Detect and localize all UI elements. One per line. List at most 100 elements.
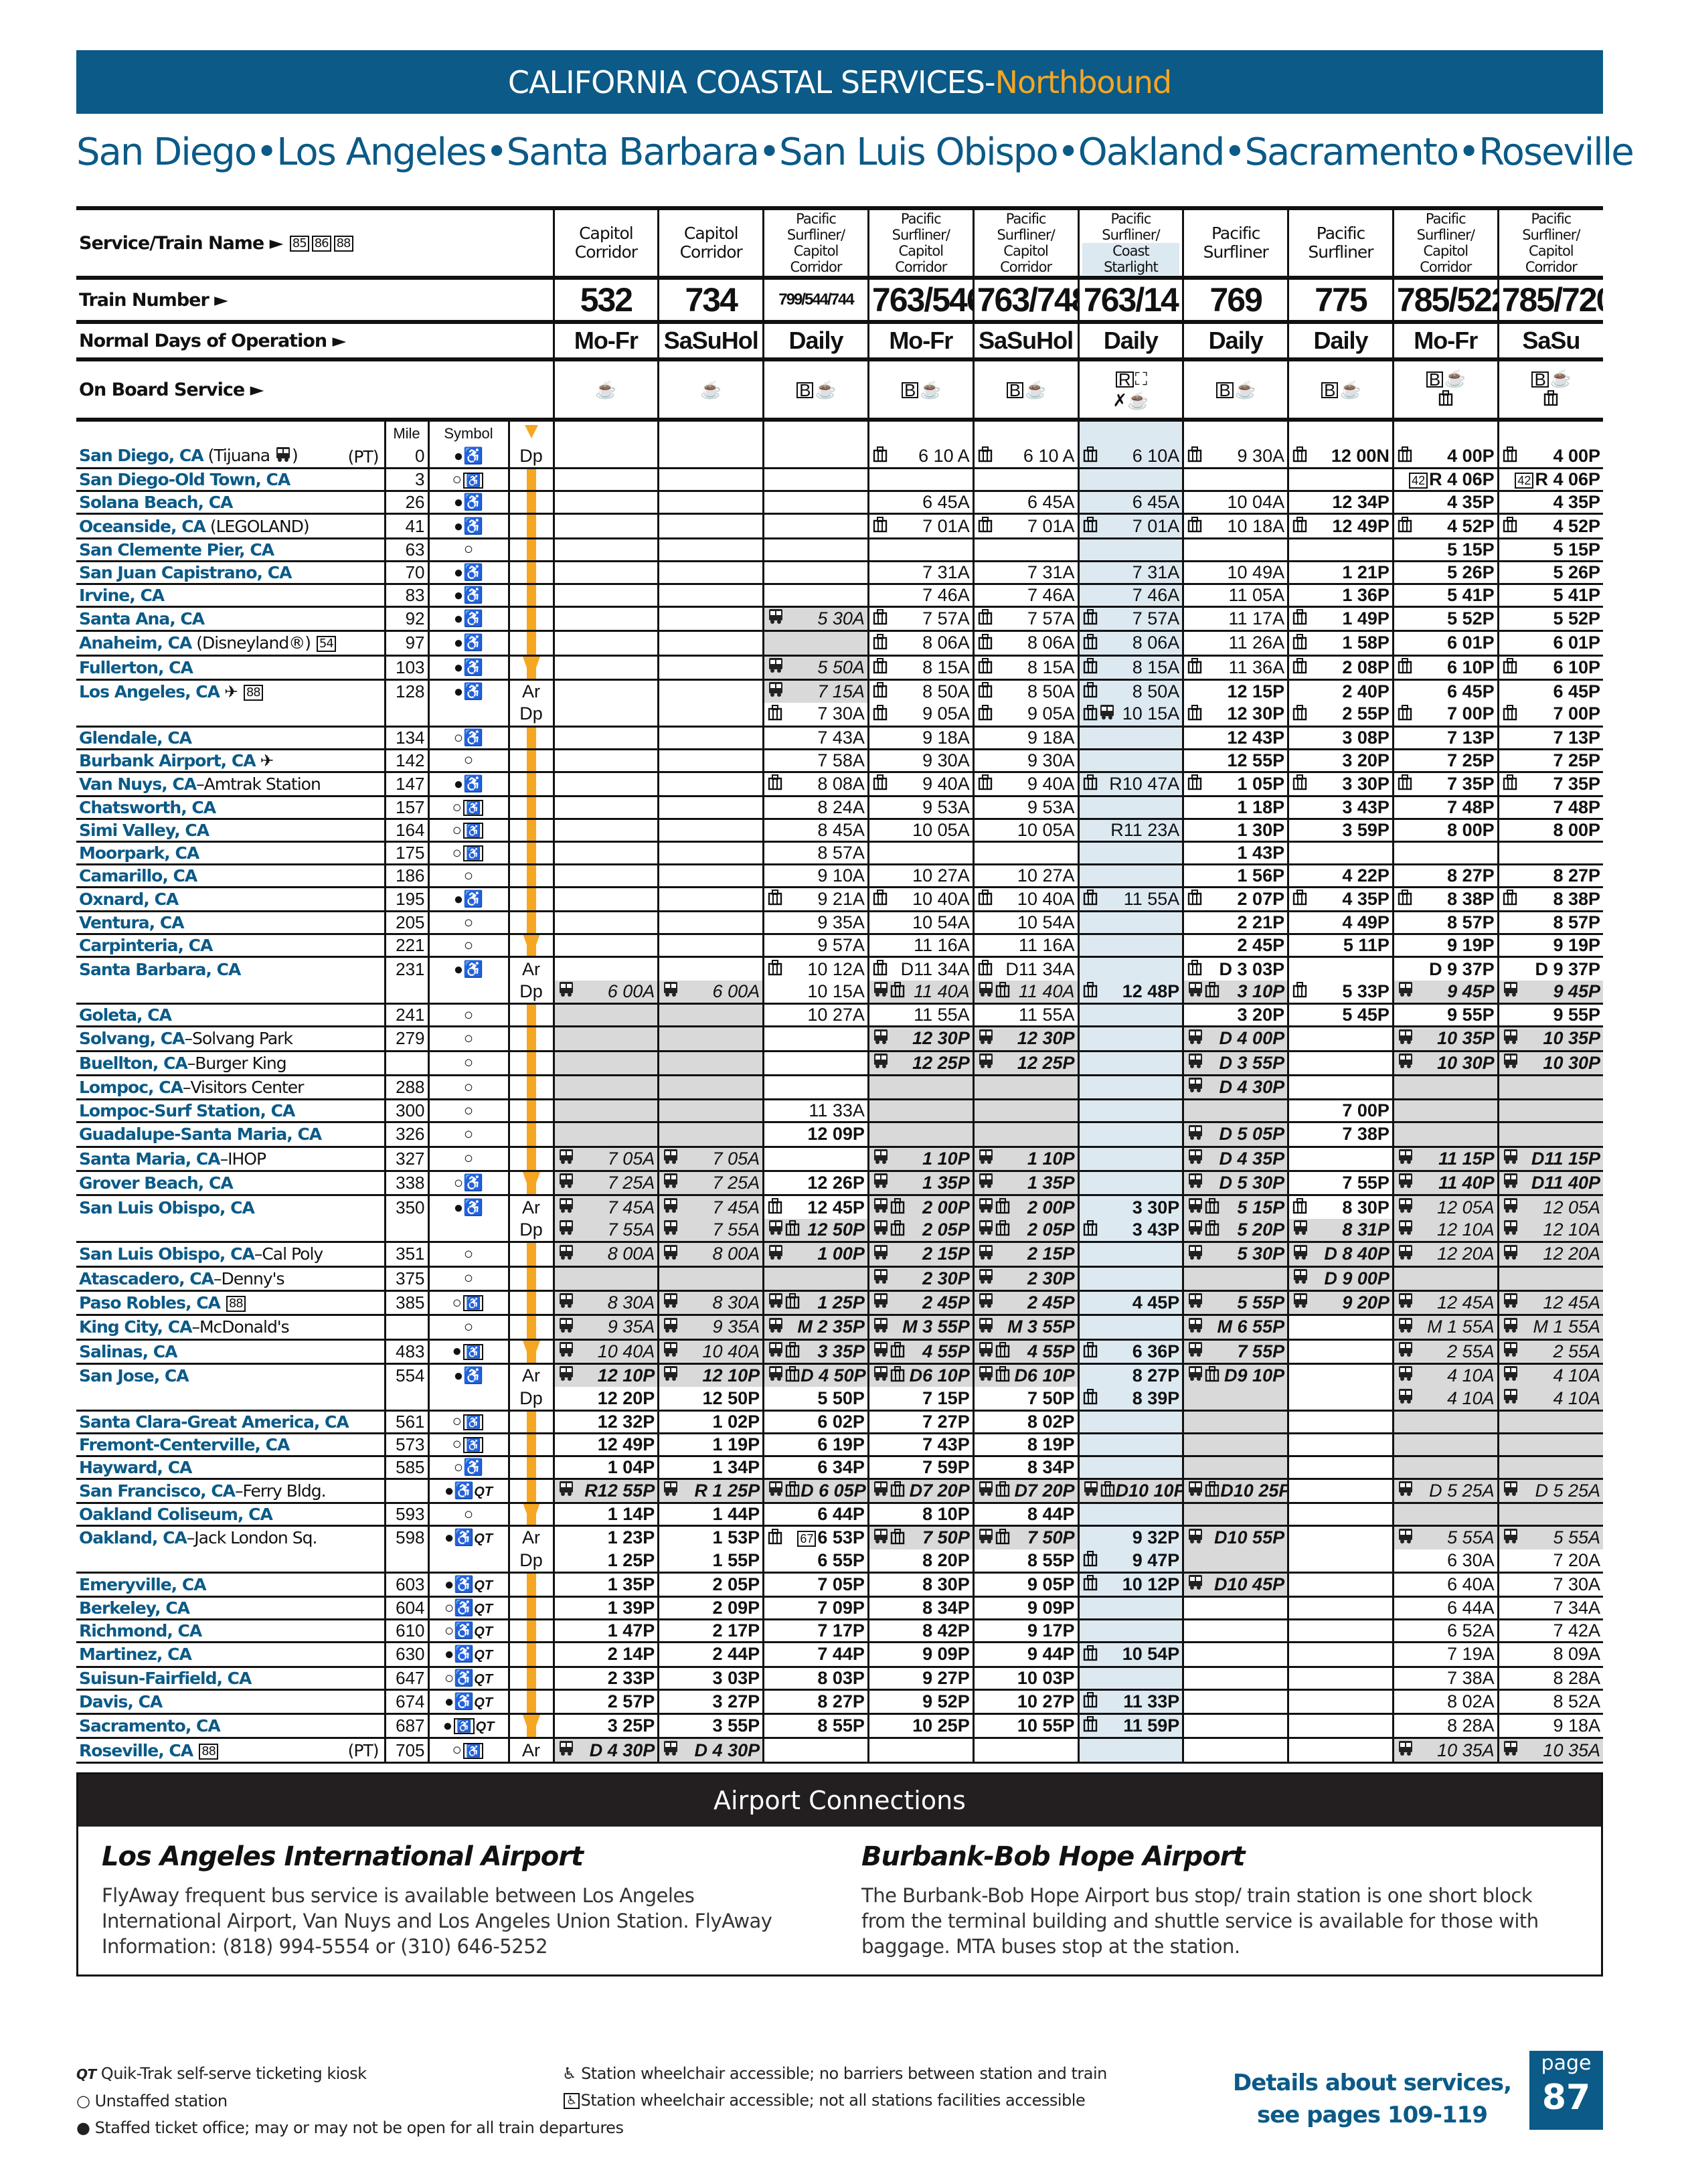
time-cell: 10 54P [1077, 1642, 1183, 1668]
station-link[interactable]: Solvang, CA [79, 1029, 185, 1049]
station-link[interactable]: San Clemente Pier, CA [79, 539, 274, 560]
station-link[interactable]: Atascadero, CA [79, 1268, 214, 1288]
service-name-line: Corridor [790, 259, 842, 275]
station-link[interactable]: San Juan Capistrano, CA [79, 562, 292, 582]
departure-time: 8 20P [922, 1549, 970, 1570]
station-link[interactable]: Santa Barbara, CA [79, 959, 241, 979]
station-link[interactable]: Salinas, CA [79, 1341, 177, 1361]
bus-icon [1292, 1292, 1309, 1313]
departure-time: 8 34P [1027, 1456, 1075, 1477]
station-link[interactable]: Paso Robles, CA [79, 1293, 221, 1313]
time-cell-content: 9 10A [767, 865, 865, 886]
service-icons [1292, 1219, 1309, 1240]
station-link[interactable]: Simi Valley, CA [79, 821, 209, 840]
time-cell-content: 6 45A [872, 492, 970, 512]
station-link[interactable]: Roseville, CA [79, 1740, 193, 1760]
time-cell-content: 8 08A [767, 773, 865, 794]
time-cell-content [767, 562, 865, 582]
station-link[interactable]: Grover Beach, CA [79, 1173, 234, 1193]
service-icons [1502, 1052, 1519, 1074]
departure-time: 8 27P [1553, 865, 1600, 886]
station-link[interactable]: Glendale, CA [79, 728, 192, 748]
station-link[interactable]: Guadalupe-Santa Maria, CA [79, 1124, 322, 1145]
time-cell: 1 30P [1182, 819, 1288, 843]
checked-baggage-icon [784, 1292, 801, 1313]
station-link[interactable]: Anaheim, CA [79, 633, 192, 653]
station-link[interactable]: Irvine, CA [79, 585, 165, 605]
station-link[interactable]: Camarillo, CA [79, 866, 197, 886]
station-link[interactable]: Lompoc, CA [79, 1078, 183, 1098]
station-link[interactable]: San Luis Obispo, CA [79, 1244, 255, 1264]
departure-time: 12 48P [1122, 981, 1180, 1001]
station-link[interactable]: Los Angeles, CA [79, 682, 220, 702]
station-link[interactable]: Emeryville, CA [79, 1575, 207, 1595]
station-link[interactable]: Solana Beach, CA [79, 493, 233, 513]
departure-row: Dp 1 25P 1 55P 6 55P 8 20P 8 55P 9 47P 6 30A 7 2… [76, 1549, 1603, 1574]
departure-time: 10 15A [1122, 703, 1180, 724]
direction-arrow-bar [526, 1479, 536, 1501]
details-link[interactable]: Details about services, see pages 109-119 [1232, 2067, 1513, 2131]
departure-time: 7 01A [1132, 515, 1180, 536]
service-icons [1082, 608, 1098, 629]
service-name-line: Corridor [1420, 259, 1472, 275]
station-link[interactable]: San Francisco, CA [79, 1481, 236, 1501]
station-link[interactable]: Berkeley, CA [79, 1598, 190, 1618]
station-row: Buellton, CA–Burger King ○ 12 25P 12 25P D 3… [76, 1051, 1603, 1076]
staffed-station-icon: ● [453, 1367, 464, 1385]
departure-time: 3 30P [1342, 773, 1390, 794]
days-of-operation: Daily [1103, 327, 1159, 354]
departure-time: 7 50P [922, 1527, 970, 1548]
station-link[interactable]: Van Nuys, CA [79, 774, 197, 794]
station-link[interactable]: Carpinteria, CA [79, 936, 213, 956]
direction-arrow-bar [526, 492, 536, 512]
time-cell: 6 10 A [972, 445, 1078, 470]
station-link[interactable]: Moorpark, CA [79, 843, 199, 863]
time-cell [867, 1075, 974, 1101]
station-link[interactable]: Richmond, CA [79, 1621, 202, 1641]
time-cell: 10 25P [867, 1713, 974, 1740]
station-link[interactable]: Goleta, CA [79, 1005, 172, 1025]
time-cell: 8 57P [1497, 911, 1603, 936]
time-cell-content [1292, 1052, 1390, 1074]
station-link[interactable]: Oceanside, CA [79, 516, 206, 536]
cafe-icon: ☕ [920, 379, 942, 400]
departure-time: 12 10A [1543, 1219, 1600, 1240]
station-link[interactable]: Chatsworth, CA [79, 798, 216, 817]
station-link[interactable]: Oxnard, CA [79, 890, 179, 910]
station-link[interactable]: Ventura, CA [79, 913, 185, 933]
station-link[interactable]: Oakland, CA [79, 1528, 187, 1548]
station-link[interactable]: Fullerton, CA [79, 657, 193, 677]
station-link[interactable]: Hayward, CA [79, 1457, 192, 1477]
station-link[interactable]: San Diego-Old Town, CA [79, 470, 290, 490]
time-cell: 7 55A [552, 1218, 659, 1244]
station-link[interactable]: Oakland Coliseum, CA [79, 1505, 273, 1525]
station-link[interactable]: Martinez, CA [79, 1645, 192, 1665]
station-link[interactable]: Sacramento, CA [79, 1716, 221, 1736]
service-icons [1187, 1027, 1204, 1049]
station-link[interactable]: Burbank Airport, CA [79, 750, 256, 770]
station-link[interactable]: Fremont-Centerville, CA [79, 1434, 290, 1454]
station-link[interactable]: Lompoc-Surf Station, CA [79, 1101, 295, 1121]
station-link[interactable]: Santa Clara-Great America, CA [79, 1412, 349, 1432]
station-link[interactable]: Davis, CA [79, 1691, 163, 1711]
time-cell-content: R 1 25P [662, 1480, 760, 1501]
time-cell: 1 47P [552, 1619, 659, 1644]
station-link[interactable]: King City, CA [79, 1317, 192, 1337]
time-cell-content: 10 15A [767, 981, 865, 1002]
time-cell-content: 2 00P [977, 1196, 1075, 1218]
station-link[interactable]: San Luis Obispo, CA [79, 1197, 255, 1217]
service-icons [872, 703, 888, 724]
service-icons [977, 1316, 995, 1337]
station-link[interactable]: San Diego, CA [79, 445, 204, 465]
station-link[interactable]: Buellton, CA [79, 1053, 188, 1073]
time-cell [657, 655, 764, 681]
station-link[interactable]: Santa Ana, CA [79, 608, 205, 628]
time-cell-content [662, 703, 760, 724]
time-cell: 3 59P [1287, 819, 1394, 843]
station-link[interactable]: San Jose, CA [79, 1366, 189, 1386]
time-cell-content [1292, 1412, 1390, 1432]
station-link[interactable]: Suisun-Fairfield, CA [79, 1668, 252, 1688]
time-cell-content: 7 50P [977, 1527, 1075, 1549]
station-link[interactable]: Santa Maria, CA [79, 1149, 221, 1169]
time-cell-content: 2 05P [872, 1219, 970, 1240]
